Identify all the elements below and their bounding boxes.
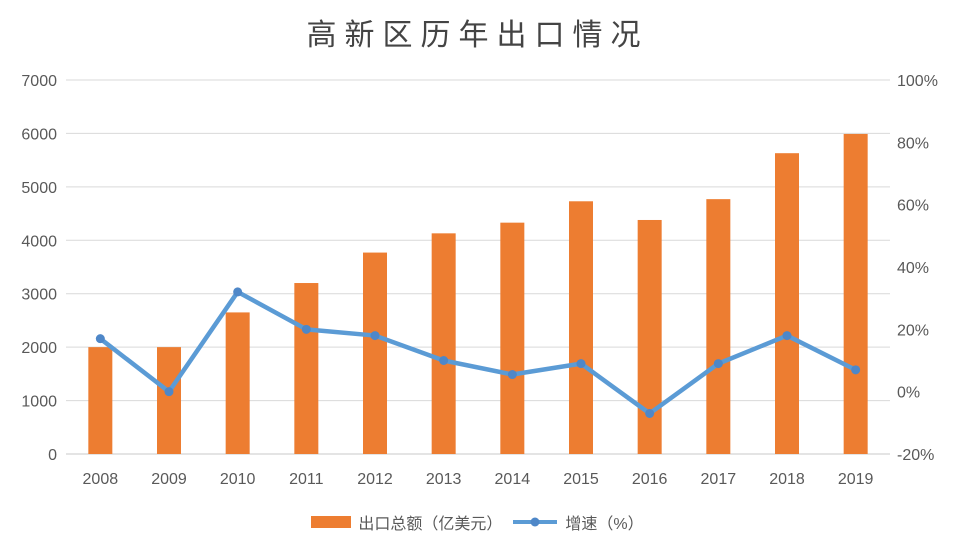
x-axis-tick-label: 2018 xyxy=(769,471,805,488)
line-marker-2013 xyxy=(439,356,449,365)
chart-legend: 出口总额（亿美元） 增速（%） xyxy=(0,510,955,534)
x-axis-tick-label: 2010 xyxy=(220,471,256,488)
x-axis-tick-label: 2015 xyxy=(563,471,599,488)
bar-2010 xyxy=(225,312,250,454)
legend-item-growth: 增速（%） xyxy=(512,510,644,534)
x-axis-tick-label: 2012 xyxy=(357,471,393,488)
bar-2012 xyxy=(363,252,387,454)
legend-label-growth: 增速（%） xyxy=(565,516,644,533)
y-axis-left-tick-label: 1000 xyxy=(21,394,57,411)
y-axis-left-tick-label: 2000 xyxy=(21,340,57,357)
y-axis-right-tick-label: 100% xyxy=(897,73,938,90)
x-axis-tick-label: 2008 xyxy=(83,471,119,488)
y-axis-right-tick-label: 60% xyxy=(897,198,929,215)
legend-label-exports: 出口总额（亿美元） xyxy=(358,516,503,533)
growth-line xyxy=(98,289,858,416)
chart-title: 高新区历年出口情况 xyxy=(306,19,649,52)
x-axis-tick-label: 2019 xyxy=(838,471,874,488)
line-marker-2014 xyxy=(507,370,517,380)
y-axis-left-tick-label: 7000 xyxy=(21,73,57,90)
x-axis-tick-label: 2014 xyxy=(495,471,531,488)
x-axis-tick-label: 2011 xyxy=(289,471,324,488)
y-axis-left-tick-label: 3000 xyxy=(21,287,57,304)
bar-2015 xyxy=(569,201,593,454)
line-marker-2019 xyxy=(851,365,861,375)
legend-line-swatch-icon xyxy=(513,517,558,527)
line-marker-2012 xyxy=(370,331,380,341)
y-axis-left-tick-label: 6000 xyxy=(21,126,57,143)
x-axis-tick-label: 2016 xyxy=(632,471,668,488)
chart-plot-area: 7000 6000 5000 4000 3000 2000 1000 0 100% 80% 60% 4… xyxy=(21,73,938,488)
y-axis-right-tick-label: 20% xyxy=(897,322,929,339)
bar-2009 xyxy=(157,347,181,454)
bar-2011 xyxy=(294,283,319,454)
line-marker-2010 xyxy=(233,287,243,297)
legend-bar-swatch-icon xyxy=(311,516,352,528)
bar-2019 xyxy=(843,133,868,454)
bar-2018 xyxy=(775,153,799,454)
bar-2014 xyxy=(500,222,525,454)
y-axis-right-tick-label: 0% xyxy=(897,385,920,402)
y-axis-right-tick-label: 80% xyxy=(897,135,929,152)
bar-2013 xyxy=(431,233,456,454)
bar-2008 xyxy=(88,347,113,454)
y-axis-left-tick-label: 0 xyxy=(48,447,57,464)
line-marker-2018 xyxy=(782,331,792,341)
x-axis-tick-label: 2013 xyxy=(426,471,462,488)
line-marker-2015 xyxy=(576,359,586,369)
y-axis-right-tick-label: 40% xyxy=(897,260,929,277)
x-axis-tick-label: 2009 xyxy=(151,471,187,488)
x-axis-tick-label: 2017 xyxy=(701,471,737,488)
y-axis-right-tick-label: -20% xyxy=(897,447,934,464)
bar-2017 xyxy=(706,199,731,454)
line-marker-2016 xyxy=(645,408,655,418)
line-marker-2008 xyxy=(95,334,105,344)
bar-2016 xyxy=(637,219,662,454)
line-marker-2017 xyxy=(713,359,723,369)
y-axis-left-tick-label: 4000 xyxy=(21,233,57,250)
y-axis-left-tick-label: 5000 xyxy=(21,180,57,197)
legend-item-exports: 出口总额（亿美元） xyxy=(311,510,502,534)
line-marker-2009 xyxy=(164,387,174,397)
line-marker-2011 xyxy=(301,324,311,334)
